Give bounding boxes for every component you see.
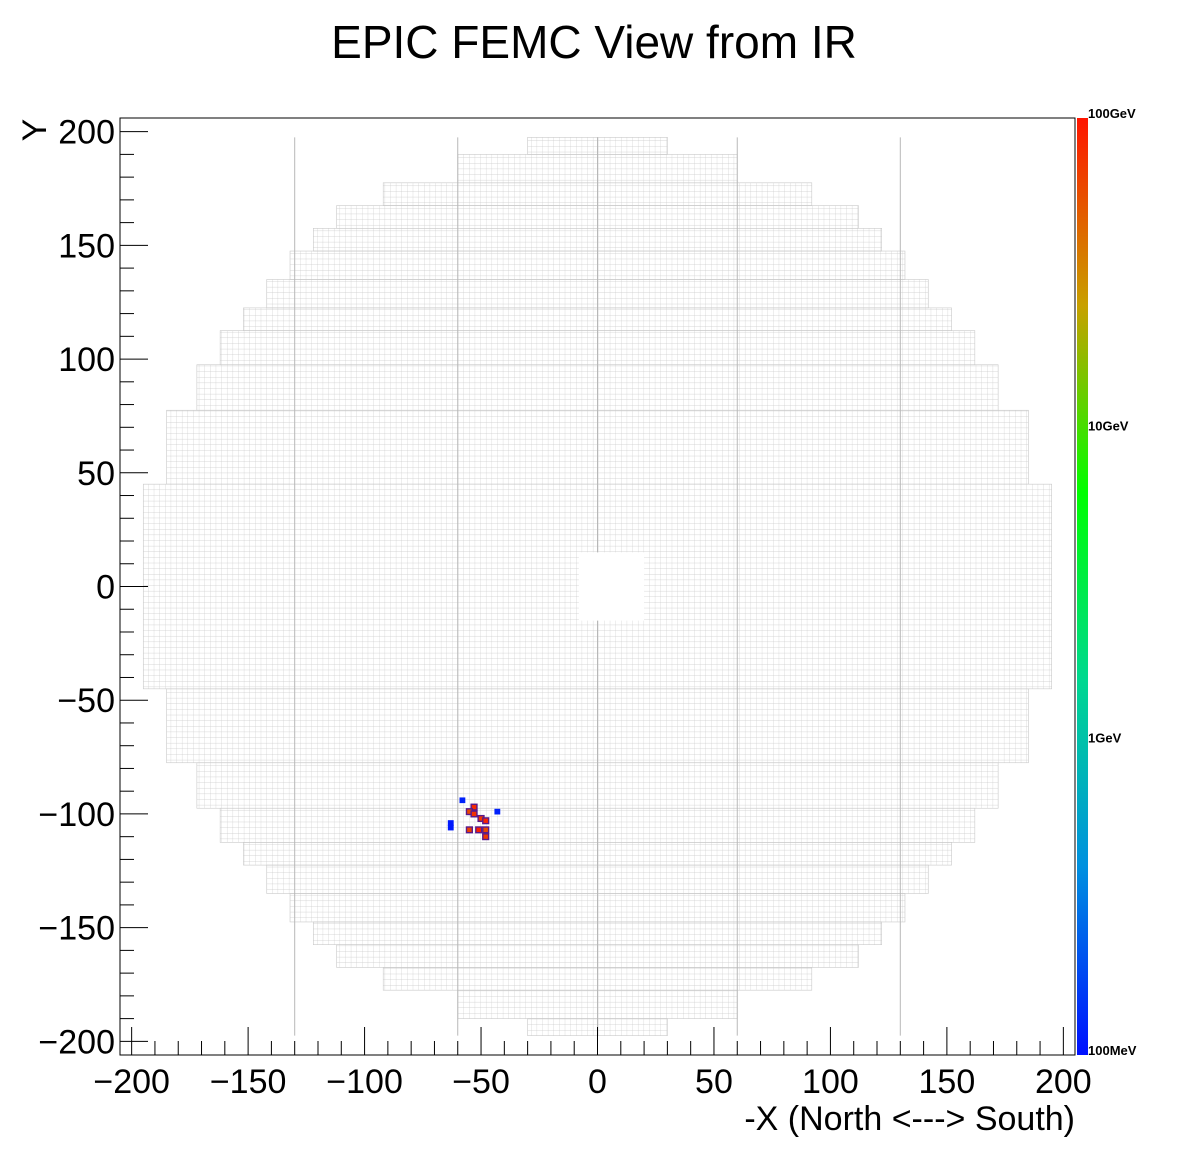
colorbar-label: 1GeV: [1088, 731, 1122, 746]
hit-cell-3: [494, 808, 501, 815]
hit-cell-12: [482, 833, 490, 841]
y-tick-label: 150: [58, 227, 115, 265]
y-tick-label: −100: [38, 796, 115, 834]
y-tick-label: 50: [77, 455, 115, 493]
y-tick-label: 100: [58, 341, 115, 379]
hit-cell-4: [470, 803, 478, 811]
colorbar: [1077, 118, 1088, 1055]
x-tick-label: 150: [919, 1063, 976, 1101]
y-tick-label: −150: [38, 910, 115, 948]
hit-cell-2: [447, 824, 454, 831]
hit-cell-9: [465, 826, 474, 834]
x-tick-label: −150: [210, 1063, 287, 1101]
x-tick-label: −100: [326, 1063, 403, 1101]
detector-cells: [142, 137, 1053, 1036]
chart-title: EPIC FEMC View from IR: [331, 16, 857, 68]
hit-cell-10: [475, 826, 483, 834]
x-axis-label: -X (North <---> South): [744, 1100, 1075, 1138]
colorbar-label: 100MeV: [1088, 1043, 1137, 1058]
colorbar-label: 100GeV: [1088, 106, 1136, 121]
colorbar-label: 10GeV: [1088, 418, 1129, 433]
x-tick-label: 50: [695, 1063, 733, 1101]
x-tick-label: −200: [93, 1063, 170, 1101]
x-tick-label: 100: [802, 1063, 859, 1101]
x-tick-label: 200: [1035, 1063, 1092, 1101]
x-axis-ticks: −200 −150 −100 −50 0 50 100 150 200: [93, 1027, 1092, 1101]
y-axis-label: Y: [16, 119, 54, 142]
hit-cell-8: [482, 817, 490, 825]
beam-pipe-hole: [578, 552, 645, 621]
hit-cell-0: [459, 797, 466, 804]
y-tick-label: −50: [57, 682, 115, 720]
x-tick-label: 0: [588, 1063, 607, 1101]
y-tick-label: −200: [38, 1023, 115, 1061]
y-axis-ticks: 200 150 100 50 0 −50 −100 −150 −200: [38, 114, 148, 1061]
colorbar-labels: 100GeV 10GeV 1GeV 100MeV: [1088, 106, 1137, 1058]
energy-hits: [447, 797, 501, 841]
y-tick-label: 0: [96, 569, 115, 607]
x-tick-label: −50: [452, 1063, 510, 1101]
hit-cell-6: [470, 810, 478, 818]
y-tick-label: 200: [58, 114, 115, 152]
hit-cell-1: [447, 820, 454, 826]
hit-cell-11: [482, 826, 490, 834]
